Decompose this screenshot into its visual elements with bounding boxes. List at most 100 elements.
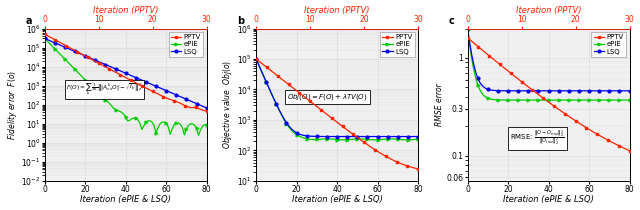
PPTV — [79, 53, 86, 56]
ePIE — [172, 122, 180, 124]
LSQ — [180, 97, 188, 100]
PPTV — [409, 166, 417, 169]
PPTV — [339, 125, 346, 128]
PPTV — [333, 121, 341, 123]
PPTV — [360, 141, 368, 144]
ePIE — [553, 99, 561, 101]
LSQ — [609, 89, 617, 92]
PPTV — [540, 97, 547, 99]
PPTV — [566, 116, 574, 118]
PPTV — [149, 90, 157, 93]
ePIE — [180, 134, 188, 136]
LSQ — [172, 94, 180, 96]
PPTV — [502, 68, 509, 70]
ePIE — [583, 99, 591, 101]
PPTV — [63, 45, 70, 47]
LSQ — [626, 89, 634, 92]
PPTV — [328, 117, 335, 119]
Line: PPTV: PPTV — [255, 58, 419, 170]
ePIE — [604, 99, 611, 101]
Text: $F(O) = \sum_k \frac{1}{2K}\left\| |A_{cs}^k O| - \sqrt{I_k} \right\|_z^2$: $F(O) = \sum_k \frac{1}{2K}\left\| |A_{c… — [67, 81, 143, 97]
PPTV — [588, 130, 596, 132]
LSQ — [583, 89, 591, 92]
X-axis label: Iteration (PPTV): Iteration (PPTV) — [93, 5, 159, 14]
PPTV — [545, 101, 552, 103]
PPTV — [615, 144, 623, 147]
PPTV — [258, 62, 266, 64]
PPTV — [138, 85, 146, 87]
Line: LSQ: LSQ — [44, 37, 208, 109]
Line: LSQ: LSQ — [466, 27, 631, 92]
LSQ — [595, 89, 603, 92]
PPTV — [197, 108, 205, 111]
PPTV — [474, 46, 482, 48]
LSQ — [372, 135, 380, 138]
ePIE — [609, 99, 617, 101]
PPTV — [268, 70, 276, 73]
ePIE — [565, 99, 573, 101]
PPTV — [365, 145, 373, 147]
PPTV — [307, 100, 314, 102]
LSQ — [160, 88, 168, 91]
PPTV — [285, 83, 292, 86]
LSQ — [341, 135, 349, 138]
PPTV — [127, 79, 135, 82]
LSQ — [392, 135, 399, 138]
X-axis label: Iteration (PPTV): Iteration (PPTV) — [305, 5, 370, 14]
PPTV — [143, 87, 151, 90]
PPTV — [403, 165, 411, 167]
PPTV — [344, 129, 352, 132]
PPTV — [556, 109, 563, 111]
ePIE — [142, 121, 150, 123]
PPTV — [393, 160, 401, 163]
Line: PPTV: PPTV — [44, 33, 208, 113]
PPTV — [577, 123, 585, 126]
PPTV — [73, 50, 81, 53]
PPTV — [203, 110, 211, 113]
PPTV — [534, 93, 541, 95]
X-axis label: Iteration (ePIE & LSQ): Iteration (ePIE & LSQ) — [292, 196, 383, 205]
ePIE — [414, 138, 422, 140]
PPTV — [513, 76, 520, 79]
ePIE — [595, 99, 603, 101]
PPTV — [349, 133, 357, 136]
ePIE — [187, 123, 195, 125]
LSQ — [464, 27, 472, 30]
PPTV — [376, 152, 384, 154]
PPTV — [111, 71, 118, 73]
Line: ePIE: ePIE — [255, 58, 419, 141]
PPTV — [593, 133, 601, 135]
Line: ePIE: ePIE — [44, 37, 208, 137]
PPTV — [620, 147, 628, 150]
X-axis label: Iteration (PPTV): Iteration (PPTV) — [516, 5, 581, 14]
PPTV — [116, 74, 124, 76]
PPTV — [46, 36, 54, 38]
PPTV — [154, 93, 162, 95]
Text: c: c — [448, 16, 454, 26]
ePIE — [386, 138, 394, 140]
PPTV — [90, 59, 97, 62]
PPTV — [599, 136, 607, 138]
PPTV — [170, 100, 178, 102]
Line: ePIE: ePIE — [466, 29, 631, 101]
PPTV — [301, 96, 308, 98]
PPTV — [68, 47, 76, 50]
ePIE — [252, 58, 260, 60]
PPTV — [312, 104, 319, 107]
PPTV — [387, 158, 395, 160]
ePIE — [203, 123, 211, 126]
Y-axis label: Objective value  $Obj(o)$: Objective value $Obj(o)$ — [221, 60, 234, 149]
LSQ — [41, 37, 49, 40]
ePIE — [374, 139, 381, 141]
ePIE — [353, 138, 361, 140]
PPTV — [371, 148, 379, 151]
PPTV — [41, 33, 49, 35]
ePIE — [341, 139, 349, 141]
Text: RMSE: $\frac{\|O - O_{true}\|_2^2}{\|O_{true}\|_2^2}$: RMSE: $\frac{\|O - O_{true}\|_2^2}{\|O_{… — [510, 129, 564, 148]
PPTV — [398, 163, 406, 165]
PPTV — [609, 142, 617, 144]
PPTV — [550, 105, 558, 107]
Text: $Obj(O) = F(O) + \lambda TV(O)$: $Obj(O) = F(O) + \lambda TV(O)$ — [287, 92, 368, 102]
PPTV — [95, 62, 102, 64]
ePIE — [400, 139, 408, 141]
